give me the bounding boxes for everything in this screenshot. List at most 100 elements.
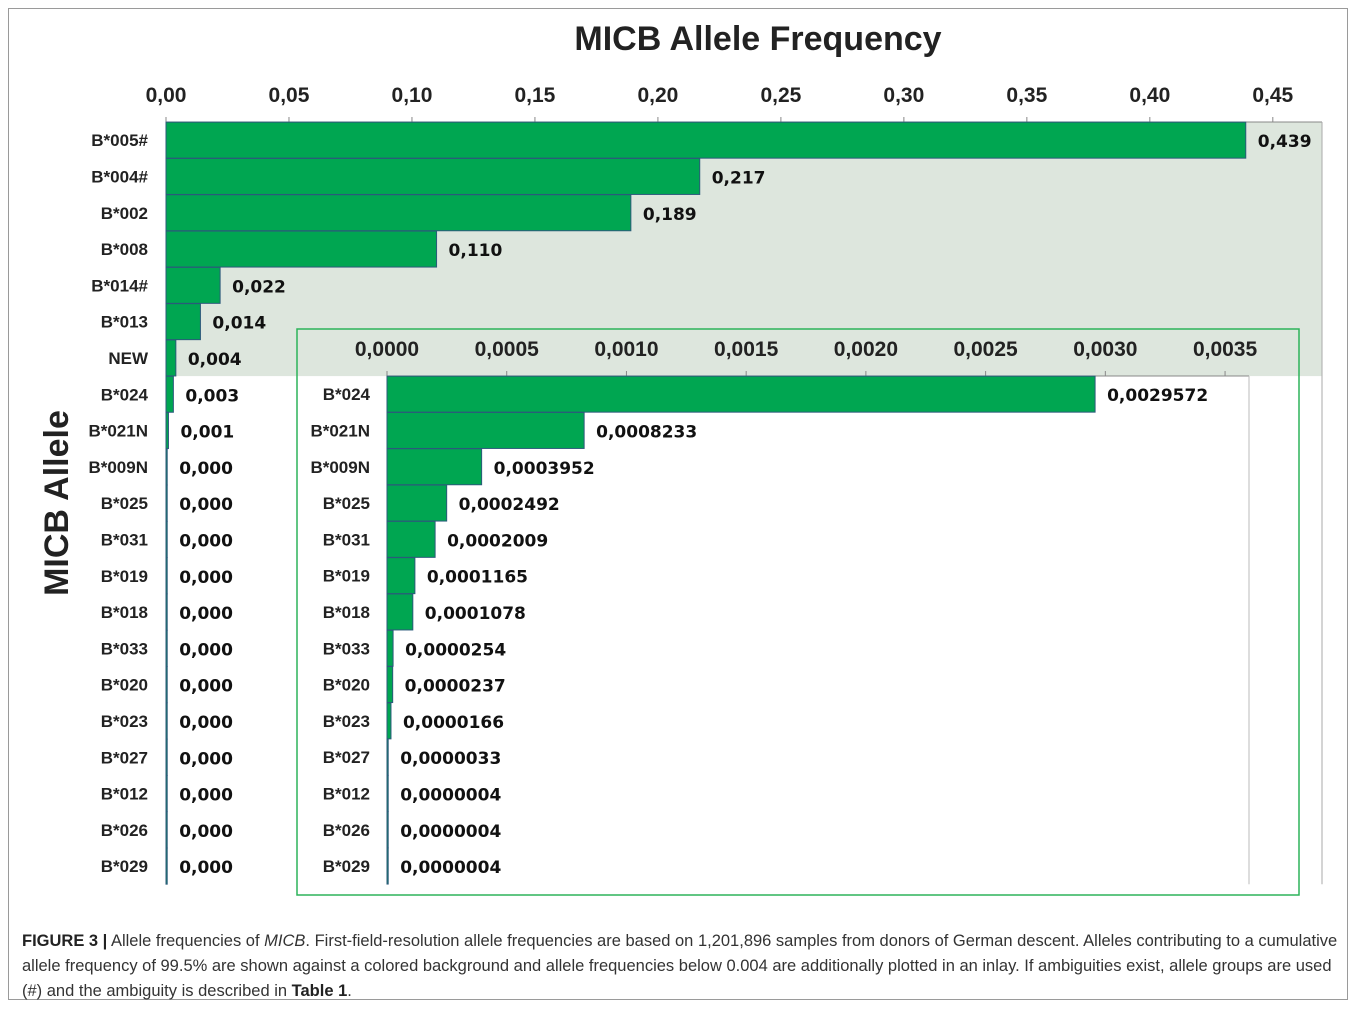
data-label: 0,189	[643, 205, 697, 225]
category-label: B*027	[101, 748, 148, 767]
x-tick-label: 0,30	[883, 84, 924, 107]
bar	[165, 230, 438, 268]
inset-data-label: 0,0000004	[400, 785, 501, 805]
data-label: 0,110	[449, 241, 503, 261]
inset-category-label: B*023	[323, 712, 370, 731]
inset-data-label: 0,0000004	[400, 858, 501, 878]
x-tick-label: 0,40	[1129, 84, 1170, 107]
bar	[165, 702, 168, 740]
category-label: B*004#	[91, 167, 148, 186]
data-label: 0,000	[179, 640, 233, 660]
inset-bar	[386, 702, 392, 740]
data-label: 0,000	[179, 822, 233, 842]
data-label: 0,000	[179, 677, 233, 697]
inset-category-label: B*031	[323, 530, 370, 549]
bar	[165, 194, 632, 232]
inset-x-tick-label: 0,0010	[594, 338, 658, 361]
bar	[165, 339, 177, 377]
inset-plot-area	[387, 376, 1249, 887]
caption-text-3: .	[347, 982, 352, 1000]
y-axis-label: MICB Allele	[38, 410, 76, 596]
inset-category-label: B*024	[323, 385, 371, 404]
inset-bar	[386, 557, 416, 595]
inset-data-label: 0,0000033	[400, 749, 501, 769]
category-label: B*013	[101, 313, 148, 332]
inset-bar	[386, 448, 483, 486]
x-tick-label: 0,15	[514, 84, 555, 107]
bar	[165, 629, 168, 667]
inset-x-tick-label: 0,0015	[714, 338, 779, 361]
inset-category-label: B*018	[323, 603, 370, 622]
bar	[165, 557, 168, 595]
data-label: 0,022	[232, 277, 286, 297]
data-label: 0,000	[179, 568, 233, 588]
caption-figure-label: FIGURE 3 |	[22, 932, 108, 950]
inset-x-tick-label: 0,0030	[1073, 338, 1137, 361]
inset-data-label: 0,0002009	[447, 531, 548, 551]
inset-x-tick-label: 0,0035	[1193, 338, 1258, 361]
category-label: B*020	[101, 676, 148, 695]
inset-data-label: 0,0003952	[494, 459, 595, 479]
bar	[165, 775, 168, 813]
inset-bar	[386, 411, 585, 449]
category-label: B*033	[101, 639, 148, 658]
x-tick-label: 0,00	[146, 84, 187, 107]
inset-chart: 0,0000 0,0005 0,0010 0,0015 0,0020 0,0025 0,00…	[296, 328, 1300, 896]
inset-category-label: B*020	[323, 676, 370, 695]
caption-text-2: . First-field-resolution allele frequenc…	[22, 932, 1338, 1000]
chart-title: MICB Allele Frequency	[574, 20, 941, 58]
category-label: B*023	[101, 712, 148, 731]
inset-data-label: 0,0001078	[425, 604, 526, 624]
inset-bar	[386, 375, 1096, 413]
data-label: 0,439	[1258, 132, 1312, 152]
category-label: B*002	[101, 204, 148, 223]
inset-bar	[386, 484, 448, 522]
inset-category-label: B*025	[323, 494, 370, 513]
category-label: B*012	[101, 785, 148, 804]
x-tick-label: 0,45	[1252, 84, 1293, 107]
category-label: NEW	[108, 349, 149, 368]
bar	[165, 412, 169, 450]
x-tick-label: 0,35	[1006, 84, 1047, 107]
category-label: B*014#	[91, 276, 148, 295]
category-label: B*026	[101, 821, 148, 840]
data-label: 0,014	[212, 314, 266, 334]
x-tick-label: 0,25	[760, 84, 801, 107]
bar	[165, 157, 701, 195]
figure-caption: FIGURE 3 | Allele frequencies of MICB. F…	[22, 929, 1342, 1004]
data-label: 0,003	[185, 386, 239, 406]
bar	[165, 448, 168, 486]
inset-bar	[386, 593, 414, 631]
inset-x-tick-label: 0,0025	[953, 338, 1018, 361]
x-tick-label: 0,05	[269, 84, 310, 107]
data-label: 0,000	[179, 786, 233, 806]
inset-category-label: B*019	[323, 567, 370, 586]
inset-data-label: 0,0000004	[400, 822, 501, 842]
bar	[165, 811, 168, 849]
bar	[165, 738, 168, 776]
data-label: 0,000	[179, 604, 233, 624]
inset-data-label: 0,0001165	[427, 568, 528, 588]
category-label: B*025	[101, 494, 148, 513]
data-label: 0,000	[179, 713, 233, 733]
inset-data-label: 0,0000166	[403, 713, 504, 733]
data-label: 0,004	[188, 350, 242, 370]
data-label: 0,217	[712, 168, 766, 188]
data-label: 0,001	[180, 423, 234, 443]
category-label: B*021N	[88, 422, 148, 441]
caption-table-ref: Table 1	[291, 982, 348, 1000]
inset-category-label: B*026	[323, 821, 370, 840]
main-chart: MICB Allele Frequency MICB Allele 0,00 0,05…	[38, 20, 1323, 885]
inset-category-label: B*009N	[310, 458, 370, 477]
category-label: B*018	[101, 603, 148, 622]
x-tick-label: 0,10	[392, 84, 433, 107]
inset-data-label: 0,0008233	[596, 422, 697, 442]
category-label: B*009N	[88, 458, 148, 477]
bar	[165, 303, 201, 341]
inset-x-tick-label: 0,0020	[834, 338, 898, 361]
inset-x-tick-label: 0,0005	[475, 338, 540, 361]
bar	[165, 375, 174, 413]
inset-border	[296, 328, 1300, 896]
category-label: B*024	[101, 385, 149, 404]
category-label: B*031	[101, 530, 148, 549]
